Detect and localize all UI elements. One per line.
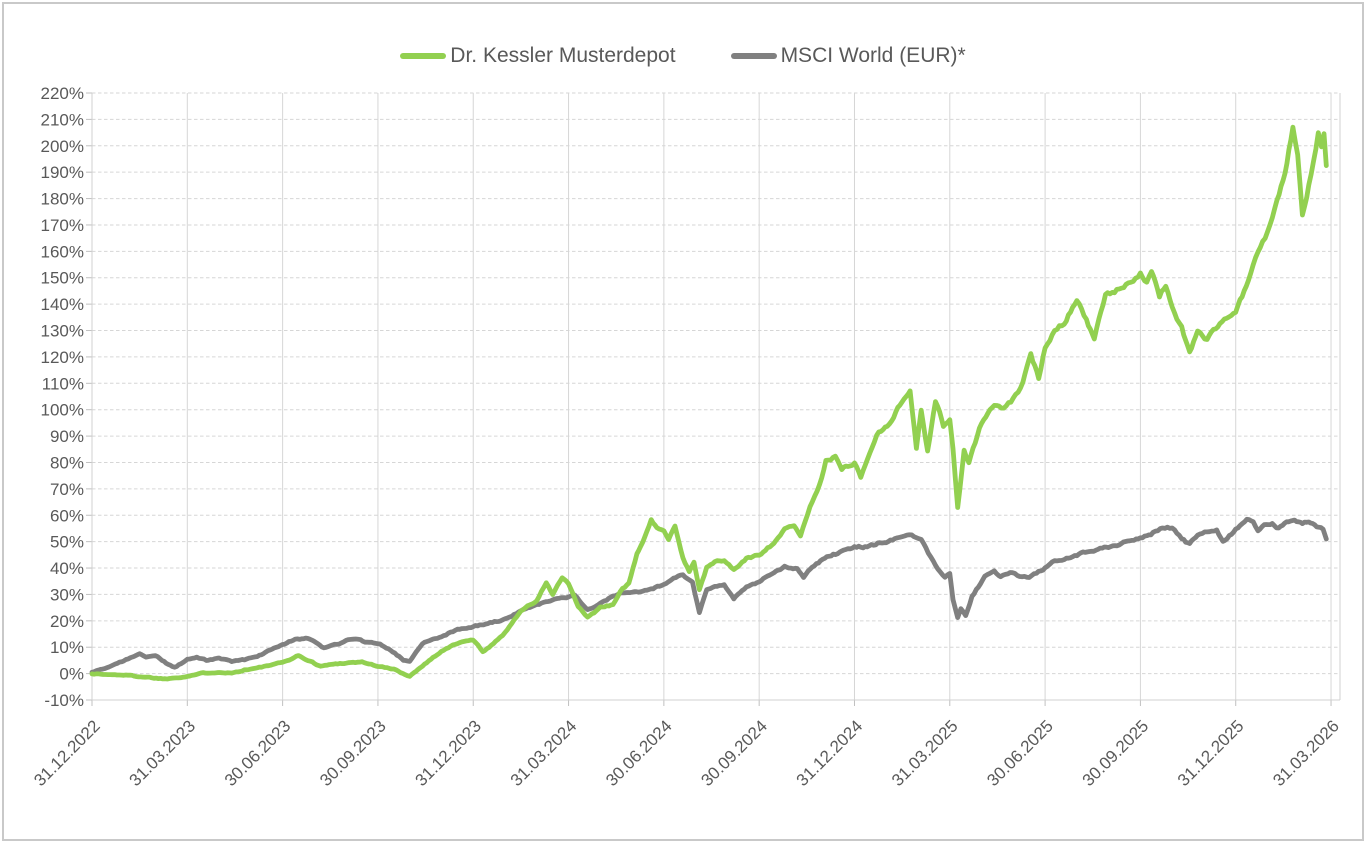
x-tick-label: 30.09.2024	[697, 716, 771, 790]
y-tick-label: 140%	[41, 295, 84, 314]
x-tick-label: 30.06.2023	[221, 716, 295, 790]
y-tick-label: 220%	[41, 84, 84, 103]
y-tick-label: 10%	[50, 638, 84, 657]
y-tick-label: 70%	[50, 480, 84, 499]
legend-item-musterdepot: Dr. Kessler Musterdepot	[400, 44, 676, 67]
series-dr-kessler-musterdepot-line	[89, 124, 1329, 682]
h-gridlines	[92, 92, 1340, 701]
x-tick-label: 30.09.2023	[316, 716, 390, 790]
y-tick-label: 110%	[42, 374, 84, 393]
y-tick-label: 130%	[41, 322, 84, 341]
y-tick-label: 60%	[50, 506, 84, 525]
y-tick-label: 90%	[50, 427, 84, 446]
musterdepot-legend-label: Dr. Kessler Musterdepot	[450, 44, 676, 67]
x-tick-label: 30.06.2024	[602, 716, 676, 790]
y-tick-label: 160%	[41, 242, 84, 261]
y-tick-label: 0%	[59, 665, 84, 684]
y-tick-label: 80%	[50, 453, 84, 472]
x-tick-label: 31.03.2026	[1269, 716, 1343, 790]
x-tick-label: 30.06.2025	[983, 716, 1057, 790]
y-tick-label: 100%	[41, 401, 84, 420]
x-tick-label: 31.12.2022	[30, 716, 104, 790]
y-axis-labels: -10% 0% 10% 20% 30% 40% 50% 60% 70% 80% 90% 100% 110…	[41, 84, 84, 710]
v-gridlines	[91, 93, 1332, 700]
x-tick-label: 31.03.2023	[126, 716, 200, 790]
x-tick-label: 31.12.2023	[411, 716, 485, 790]
y-tick-label: 180%	[41, 190, 84, 209]
x-tick-label: 30.09.2025	[1079, 716, 1153, 790]
y-tick-label: -10%	[44, 691, 84, 710]
musterdepot-line-swatch	[400, 52, 447, 59]
y-tick-label: 50%	[50, 533, 84, 552]
msci-world-line-swatch	[730, 52, 777, 59]
legend-item-msci-world: MSCI World (EUR)*	[730, 44, 966, 67]
y-tick-label: 120%	[41, 348, 84, 367]
x-tick-label: 31.03.2024	[507, 716, 581, 790]
y-tick-label: 150%	[41, 269, 84, 288]
y-tick-label: 20%	[50, 612, 84, 631]
axis-ticks	[86, 92, 1332, 706]
x-axis-labels: 31.12.2022 31.03.2023 30.06.2023 30.09.2023…	[30, 716, 1343, 790]
y-tick-label: 40%	[50, 559, 84, 578]
y-tick-label: 170%	[41, 216, 84, 235]
msci-world-legend-label: MSCI World (EUR)*	[780, 44, 966, 67]
x-tick-label: 31.12.2024	[793, 716, 867, 790]
y-tick-label: 190%	[41, 163, 84, 182]
chart-legend: Dr. Kessler Musterdepot MSCI World (EUR)…	[0, 45, 1366, 66]
y-tick-label: 200%	[41, 137, 84, 156]
series-msci-world-eur-line	[89, 516, 1329, 675]
y-tick-label: 30%	[50, 585, 84, 604]
x-tick-label: 31.03.2025	[888, 716, 962, 790]
plot-border	[91, 93, 1341, 701]
x-tick-label: 31.12.2025	[1174, 716, 1248, 790]
y-tick-label: 210%	[41, 110, 84, 129]
